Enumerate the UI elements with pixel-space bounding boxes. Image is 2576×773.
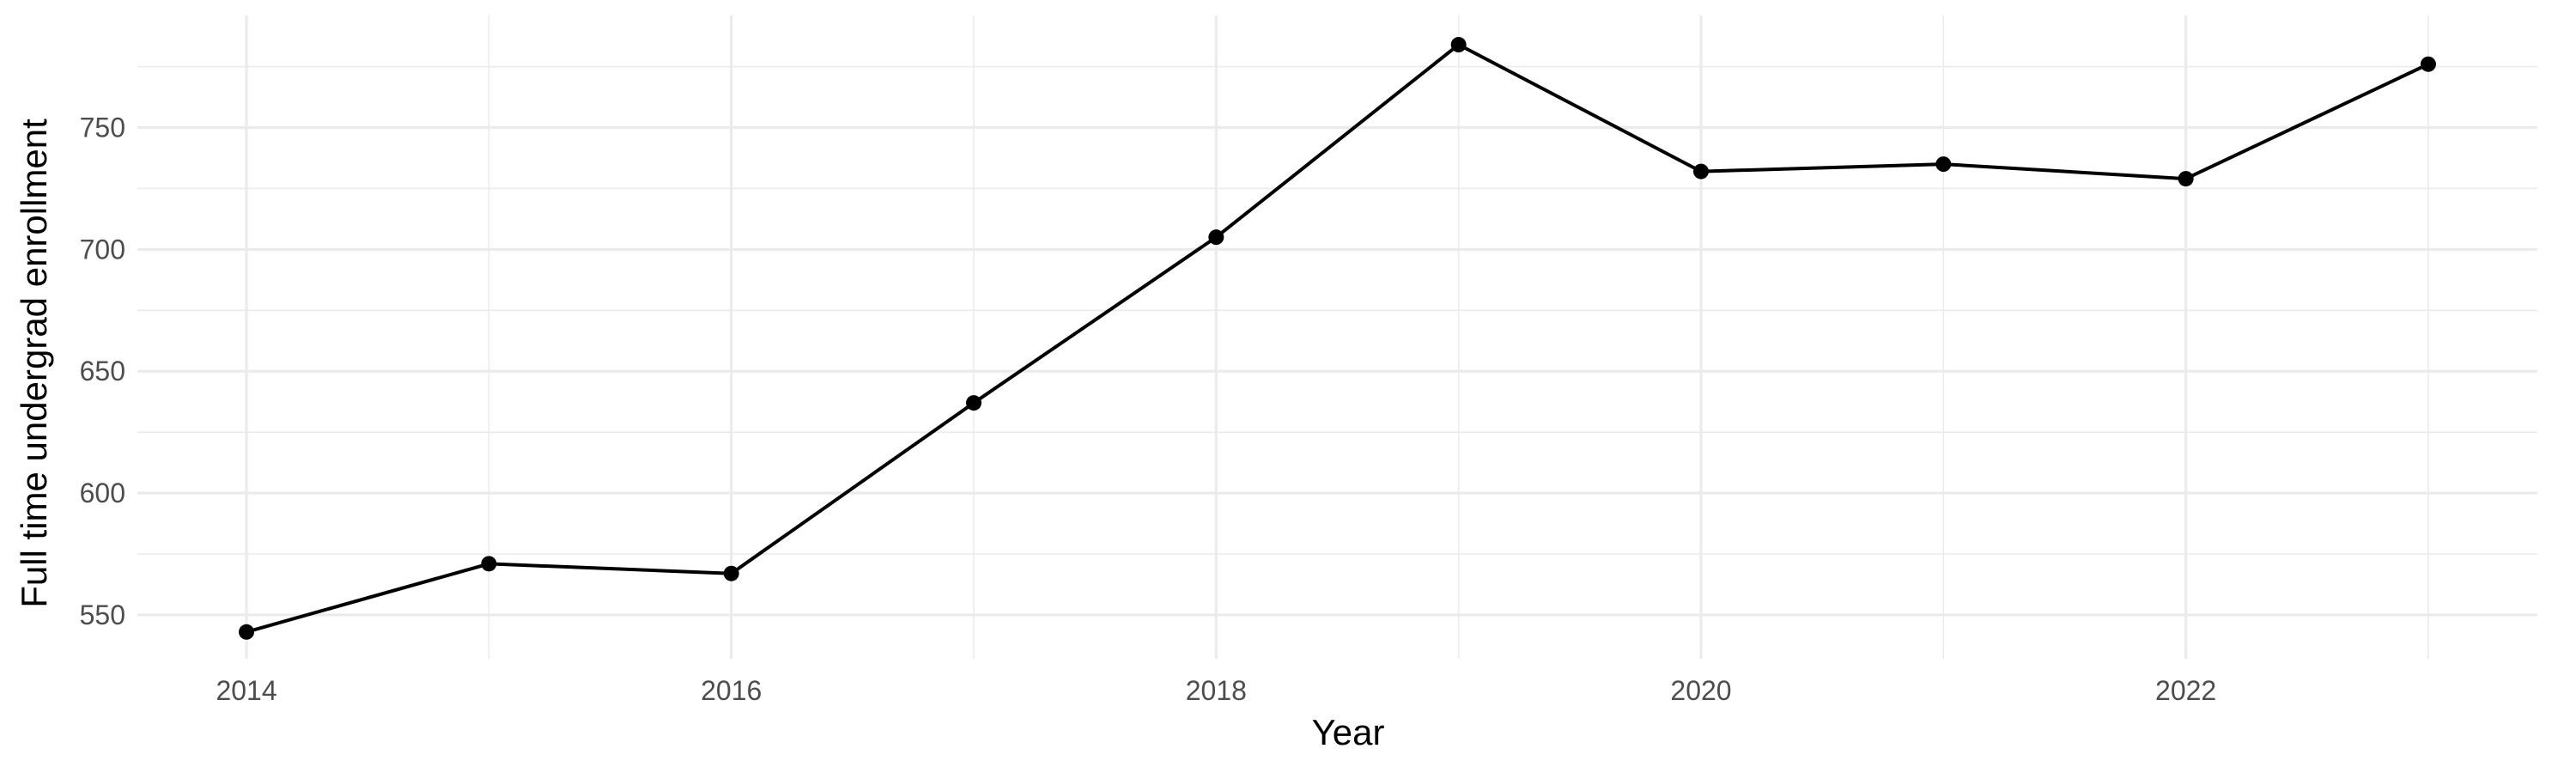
data-point [723,565,739,581]
data-point [966,395,982,411]
data-point [239,624,255,640]
data-point [1450,37,1467,53]
series-enrollment [239,37,2436,640]
data-point [1208,229,1224,246]
series-line [246,43,2429,634]
data-point [2178,171,2194,187]
x-tick-label: 2016 [701,675,762,706]
y-tick-label: 650 [80,356,125,386]
y-axis-title: Full time undergrad enrollment [14,119,54,608]
data-point [1692,163,1709,180]
y-tick-label: 750 [80,113,125,143]
x-tick-label: 2018 [1186,675,1247,706]
x-tick-label: 2022 [2155,675,2216,706]
grid [137,15,2537,659]
y-tick-label: 550 [80,600,125,630]
x-axis-title: Year [1312,712,1385,752]
y-tick-label: 700 [80,234,125,265]
data-point [1935,156,1952,173]
x-tick-label: 2014 [216,675,276,706]
data-point [481,556,497,572]
x-axis-tick-labels: 2014 2016 2018 2020 2022 [216,675,2216,706]
x-tick-label: 2020 [1670,675,1731,706]
y-axis-tick-labels: 550 600 650 700 750 [80,113,125,630]
y-tick-label: 600 [80,478,125,508]
data-point [2420,56,2436,72]
